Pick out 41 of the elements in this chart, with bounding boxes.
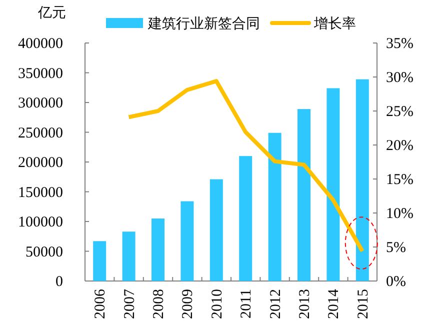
y-tick-label: 0 (56, 274, 63, 290)
x-tick-label: 2008 (151, 289, 167, 319)
bar (93, 241, 106, 281)
y2-tick-label: 0% (386, 274, 406, 290)
y-tick-label: 300000 (18, 96, 63, 112)
y2-tick-label: 25% (386, 104, 414, 120)
y2-tick-label: 30% (386, 70, 414, 86)
y2-tick-label: 5% (386, 240, 406, 256)
bar (298, 109, 310, 281)
bar (180, 201, 194, 281)
bar (122, 232, 136, 281)
y-tick-label: 350000 (18, 66, 63, 82)
bar (356, 79, 369, 281)
x-tick-label: 2011 (238, 289, 255, 318)
x-tick-label: 2010 (209, 289, 226, 319)
x-tick-label: 2012 (268, 289, 284, 319)
bar (239, 156, 252, 281)
x-tick-label: 2007 (122, 288, 138, 319)
legend-label: 增长率 (313, 16, 356, 32)
bar (210, 179, 223, 281)
bar (326, 88, 340, 281)
x-tick-label: 2013 (297, 289, 313, 319)
x-tick-label: 2006 (92, 288, 109, 319)
y2-tick-label: 10% (386, 206, 414, 222)
y-axis-title: 亿元 (37, 5, 66, 21)
y-tick-label: 100000 (18, 214, 63, 230)
y-tick-label: 150000 (18, 184, 63, 201)
y-tick-label: 400000 (18, 36, 63, 52)
y2-tick-label: 20% (386, 138, 414, 154)
x-tick-label: 2009 (180, 289, 196, 319)
bar (268, 132, 282, 281)
y-tick-label: 250000 (18, 125, 63, 142)
bar (152, 218, 164, 281)
x-tick-label: 2014 (326, 288, 342, 319)
y-tick-label: 200000 (18, 155, 63, 171)
y-tick-label: 50000 (26, 244, 63, 260)
x-tick-label: 2015 (355, 289, 372, 319)
line-series (126, 79, 364, 254)
y2-tick-label: 35% (386, 36, 414, 52)
y2-tick-label: 15% (386, 172, 414, 188)
legend-label: 建筑行业新签合同 (147, 16, 260, 32)
